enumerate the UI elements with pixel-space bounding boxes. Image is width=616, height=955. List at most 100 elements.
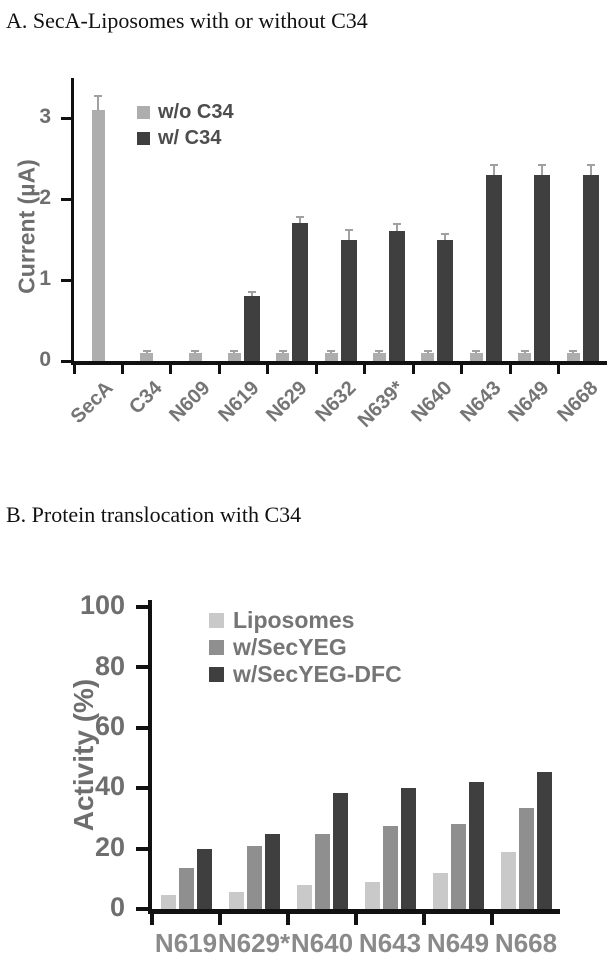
y-axis-line — [148, 600, 152, 914]
x-tick-mark — [460, 365, 463, 374]
y-tick-label: 2 — [39, 186, 51, 209]
bar — [537, 772, 552, 909]
bar — [567, 353, 580, 361]
error-bar-whisker — [475, 351, 477, 353]
bar — [244, 296, 260, 361]
error-bar-whisker — [524, 351, 526, 353]
legend-entry: w/SecYEG-DFC — [209, 661, 402, 688]
error-bar-cap — [521, 350, 529, 352]
x-tick-mark — [73, 365, 76, 374]
y-tick-label: 40 — [94, 771, 125, 801]
legend-swatch — [209, 640, 224, 655]
bar — [247, 846, 262, 909]
x-category-label: N649 — [426, 928, 490, 955]
x-tick-mark — [218, 914, 222, 925]
error-bar-whisker — [572, 351, 574, 353]
error-bar-whisker — [541, 165, 543, 175]
x-tick-mark — [354, 914, 358, 925]
y-axis-title: Activity (%) — [68, 678, 99, 832]
error-bar-cap — [327, 350, 335, 352]
y-tick-label: 100 — [79, 590, 125, 620]
x-tick-mark — [218, 365, 221, 374]
error-bar-whisker — [299, 217, 301, 223]
bar — [92, 110, 105, 361]
x-category-label: N668 — [494, 928, 558, 955]
bar — [365, 882, 380, 909]
bar — [197, 849, 212, 909]
y-tick-mark — [136, 726, 148, 730]
y-tick-label: 60 — [94, 711, 125, 741]
x-tick-mark — [169, 365, 172, 374]
error-bar-whisker — [251, 292, 253, 296]
error-bar-whisker — [590, 165, 592, 175]
error-bar-whisker — [282, 351, 284, 353]
x-category-label: N629* — [217, 928, 291, 955]
error-bar-whisker — [493, 165, 495, 175]
x-tick-mark — [150, 914, 154, 925]
error-bar-whisker — [427, 351, 429, 353]
legend: Liposomes w/SecYEG w/SecYEG-DFC — [209, 607, 402, 688]
bar — [437, 240, 453, 362]
y-tick-label: 3 — [39, 105, 51, 128]
x-tick-mark — [363, 365, 366, 374]
x-tick-mark — [422, 914, 426, 925]
y-tick-mark — [136, 786, 148, 790]
y-tick-label: 0 — [39, 348, 51, 371]
error-bar-whisker — [194, 351, 196, 353]
error-bar-whisker — [348, 230, 350, 240]
error-bar-whisker — [146, 351, 148, 353]
legend-entry: Liposomes — [209, 607, 402, 634]
error-bar-whisker — [233, 351, 235, 353]
bar — [373, 353, 386, 361]
error-bar-cap — [424, 350, 432, 352]
y-tick-label: 1 — [39, 267, 51, 290]
error-bar-cap — [472, 350, 480, 352]
x-axis-line — [71, 361, 607, 365]
bar — [519, 808, 534, 909]
y-tick-mark — [61, 279, 71, 282]
bar — [486, 175, 502, 361]
y-tick-mark — [136, 605, 148, 609]
panel-b-title: B. Protein translocation with C34 — [6, 502, 302, 527]
x-tick-mark — [286, 914, 290, 925]
error-bar-cap — [143, 350, 151, 352]
legend-swatch — [209, 613, 224, 628]
error-bar-cap — [191, 350, 199, 352]
legend-label: w/ C34 — [158, 126, 222, 149]
error-bar-whisker — [444, 234, 446, 240]
bar — [401, 788, 416, 909]
error-bar-cap — [538, 164, 546, 166]
error-bar-cap — [94, 95, 102, 97]
bar — [265, 834, 280, 910]
error-bar-cap — [375, 350, 383, 352]
error-bar-cap — [441, 233, 449, 235]
y-tick-mark — [61, 360, 71, 363]
bar — [518, 353, 531, 361]
bar — [333, 793, 348, 909]
error-bar-cap — [296, 216, 304, 218]
legend-label: Liposomes — [233, 607, 355, 633]
error-bar-cap — [248, 291, 256, 293]
y-tick-label: 20 — [94, 832, 125, 862]
x-tick-mark — [315, 365, 318, 374]
x-tick-mark — [266, 365, 269, 374]
bar — [421, 353, 434, 361]
panel-a-title: A. SecA-Liposomes with or without C34 — [6, 8, 368, 33]
error-bar-cap — [345, 229, 353, 231]
x-tick-mark — [490, 914, 494, 925]
legend-label: w/o C34 — [158, 100, 234, 123]
x-category-label: N640 — [290, 928, 354, 955]
legend-entry: w/ C34 — [137, 125, 234, 151]
bar — [534, 175, 550, 361]
legend-label: w/SecYEG — [233, 634, 347, 660]
bar — [469, 782, 484, 909]
bar — [161, 895, 176, 909]
bar — [389, 231, 405, 361]
legend-entry: w/SecYEG — [209, 634, 402, 661]
y-tick-mark — [61, 198, 71, 201]
x-tick-mark — [412, 365, 415, 374]
error-bar-cap — [490, 164, 498, 166]
